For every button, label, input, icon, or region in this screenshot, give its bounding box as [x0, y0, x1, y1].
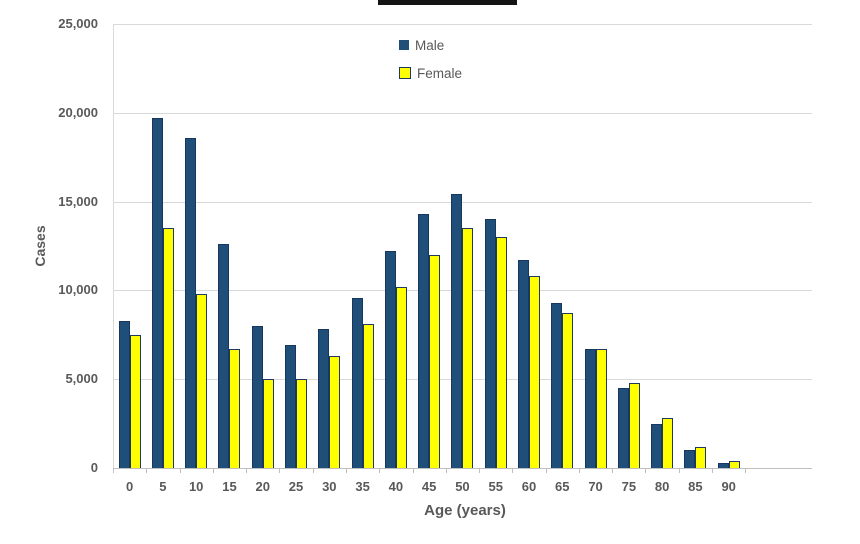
- x-tick-label: 90: [721, 479, 736, 494]
- x-tick-label: 35: [355, 479, 370, 494]
- x-tick-label: 85: [688, 479, 703, 494]
- bar-male-age-30: [318, 329, 330, 468]
- x-axis-tick: [246, 469, 248, 473]
- x-tick-label: 50: [455, 479, 470, 494]
- gridline: [113, 201, 812, 203]
- bar-female-age-75: [628, 382, 640, 468]
- x-axis-tick: [279, 469, 281, 473]
- bar-female-age-25: [296, 379, 308, 468]
- bar-male-age-20: [251, 325, 263, 468]
- x-tick-label: 40: [388, 479, 404, 494]
- bar-male-age-75: [617, 388, 629, 468]
- x-tick-label: 0: [126, 479, 134, 494]
- bar-male-age-65: [551, 302, 563, 468]
- legend-item-female: Female: [399, 65, 463, 81]
- bar-female-age-90: [728, 460, 740, 468]
- bar-female-age-30: [329, 356, 341, 468]
- bar-female-age-10: [196, 293, 208, 468]
- x-axis-tick: [179, 469, 181, 473]
- x-tick-label: 15: [222, 479, 237, 494]
- legend-male-swatch-icon: [399, 40, 409, 50]
- x-axis-tick: [345, 469, 347, 473]
- y-tick-label: 5,000: [65, 371, 98, 387]
- bar-female-age-20: [262, 379, 274, 468]
- bar-male-age-45: [418, 214, 430, 468]
- x-tick-label: 45: [421, 479, 437, 494]
- bar-male-age-35: [351, 297, 363, 468]
- x-tick-label: 5: [159, 479, 167, 494]
- bar-female-age-80: [662, 418, 674, 468]
- legend-female-swatch-icon: [399, 67, 411, 79]
- bar-male-age-5: [151, 118, 163, 468]
- y-axis-title: Cases: [32, 225, 48, 267]
- x-axis-tick: [545, 469, 547, 473]
- bar-female-age-70: [595, 349, 607, 468]
- x-axis-tick: [578, 469, 580, 473]
- x-axis-tick: [678, 469, 680, 473]
- bar-female-age-35: [362, 324, 374, 468]
- bar-male-age-60: [518, 260, 529, 468]
- x-axis-tick: [712, 469, 714, 473]
- bar-female-age-55: [495, 237, 507, 468]
- x-tick-label: 70: [588, 479, 603, 494]
- y-tick-label: 20,000: [58, 104, 98, 120]
- bar-male-age-15: [218, 244, 230, 468]
- x-axis-tick: [146, 469, 148, 473]
- bar-male-age-80: [651, 423, 663, 468]
- x-axis-tick: [212, 469, 214, 473]
- bar-male-age-70: [584, 349, 596, 468]
- x-axis-tick: [645, 469, 647, 473]
- y-tick-label: 15,000: [58, 193, 98, 209]
- x-tick-label: 65: [555, 479, 570, 494]
- y-tick-label: 0: [90, 460, 98, 475]
- bar-male-age-0: [118, 320, 130, 468]
- y-tick-label: 25,000: [58, 16, 98, 31]
- x-axis-tick: [479, 469, 481, 473]
- legend-male-label: Male: [415, 37, 445, 53]
- y-tick-label: 10,000: [58, 282, 98, 298]
- x-axis-tick: [412, 469, 414, 473]
- x-axis-tick: [379, 469, 381, 473]
- x-tick-label: 20: [255, 479, 270, 494]
- bar-male-age-90: [717, 462, 729, 468]
- x-axis-line: [113, 468, 812, 469]
- bar-female-age-85: [695, 446, 707, 468]
- x-tick-label: 55: [488, 479, 503, 494]
- x-tick-label: 75: [621, 479, 637, 494]
- x-axis-tick: [612, 469, 614, 473]
- x-tick-label: 10: [188, 479, 204, 494]
- x-axis-tick: [745, 469, 747, 473]
- gridline: [113, 112, 812, 114]
- x-axis-tick: [512, 469, 514, 473]
- bar-female-age-40: [395, 286, 407, 468]
- bar-male-age-40: [384, 251, 396, 468]
- x-tick-label: 25: [288, 479, 304, 494]
- redacted-chart-title-bar: [378, 0, 517, 5]
- bar-female-age-50: [462, 228, 474, 468]
- bar-female-age-5: [162, 228, 174, 468]
- bar-male-age-25: [285, 345, 297, 468]
- x-axis-tick: [312, 469, 314, 473]
- bar-male-age-55: [484, 219, 496, 468]
- gridline: [113, 24, 812, 25]
- legend-item-male: Male: [399, 37, 445, 53]
- y-axis-line: [113, 24, 114, 468]
- x-axis-title: Age (years): [424, 502, 506, 519]
- bar-female-age-65: [562, 313, 574, 468]
- bar-female-age-0: [129, 334, 141, 468]
- x-axis-tick: [113, 469, 114, 473]
- x-tick-label: 30: [322, 479, 337, 494]
- bar-male-age-50: [451, 194, 463, 468]
- bar-female-age-15: [229, 349, 241, 468]
- x-axis-tick: [445, 469, 447, 473]
- legend-female-label: Female: [417, 65, 463, 81]
- bar-female-age-60: [529, 276, 540, 468]
- bar-female-age-45: [429, 254, 441, 468]
- x-tick-label: 60: [521, 479, 537, 494]
- bar-male-age-85: [684, 450, 696, 468]
- x-tick-label: 80: [654, 479, 670, 494]
- bar-male-age-10: [185, 137, 197, 468]
- plot-area: [113, 24, 812, 473]
